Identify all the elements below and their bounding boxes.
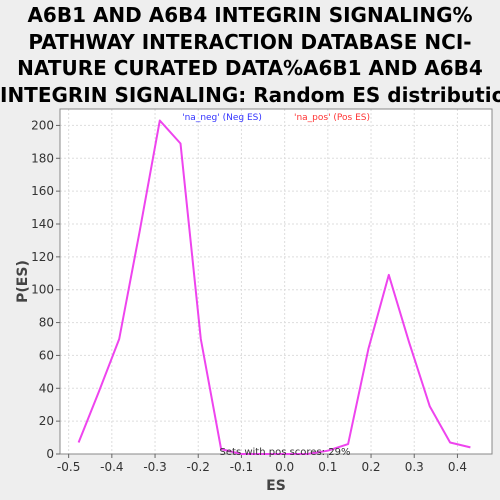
chart-title: A6B1 AND A6B4 INTEGRIN SIGNALING% PATHWA… xyxy=(0,2,500,108)
x-tick-label: -0.3 xyxy=(143,460,166,474)
x-axis-label: ES xyxy=(266,478,286,494)
pos-score-annotation: Sets with pos scores: 29% xyxy=(220,447,351,458)
y-tick-label: 0 xyxy=(46,447,54,461)
y-tick-label: 20 xyxy=(39,414,54,428)
legend-entry: 'na_neg' (Neg ES) xyxy=(182,113,262,123)
x-tick-label: -0.1 xyxy=(230,460,253,474)
x-tick-label: 0.2 xyxy=(361,460,380,474)
title-line-1: A6B1 AND A6B4 INTEGRIN SIGNALING% xyxy=(27,3,473,27)
x-tick-label: -0.5 xyxy=(57,460,80,474)
y-tick-label: 80 xyxy=(39,316,54,330)
plot-area xyxy=(60,109,492,454)
x-tick-label: 0.0 xyxy=(275,460,294,474)
series-line xyxy=(77,119,471,455)
y-axis-label: P(ES) xyxy=(15,260,31,303)
y-tick-label: 60 xyxy=(39,348,54,362)
x-tick-label: -0.2 xyxy=(187,460,210,474)
y-tick-label: 160 xyxy=(31,184,54,198)
legend-entry: 'na_pos' (Pos ES) xyxy=(294,113,370,123)
y-tick-label: 40 xyxy=(39,381,54,395)
title-line-2: PATHWAY INTERACTION DATABASE NCI- xyxy=(28,29,472,54)
y-tick-label: 200 xyxy=(31,118,54,132)
x-tick-label: -0.4 xyxy=(100,460,123,474)
y-tick-label: 180 xyxy=(31,151,54,165)
title-line-3: NATURE CURATED DATA%A6B1 AND A6B4 xyxy=(17,56,483,80)
title-line-4: INTEGRIN SIGNALING: Random ES distributi… xyxy=(0,82,500,107)
x-tick-label: 0.1 xyxy=(318,460,337,474)
y-tick-label: 100 xyxy=(31,283,54,297)
x-tick-label: 0.4 xyxy=(448,460,467,474)
x-tick-label: 0.3 xyxy=(405,460,424,474)
y-tick-label: 140 xyxy=(31,217,54,231)
y-tick-label: 120 xyxy=(31,250,54,264)
